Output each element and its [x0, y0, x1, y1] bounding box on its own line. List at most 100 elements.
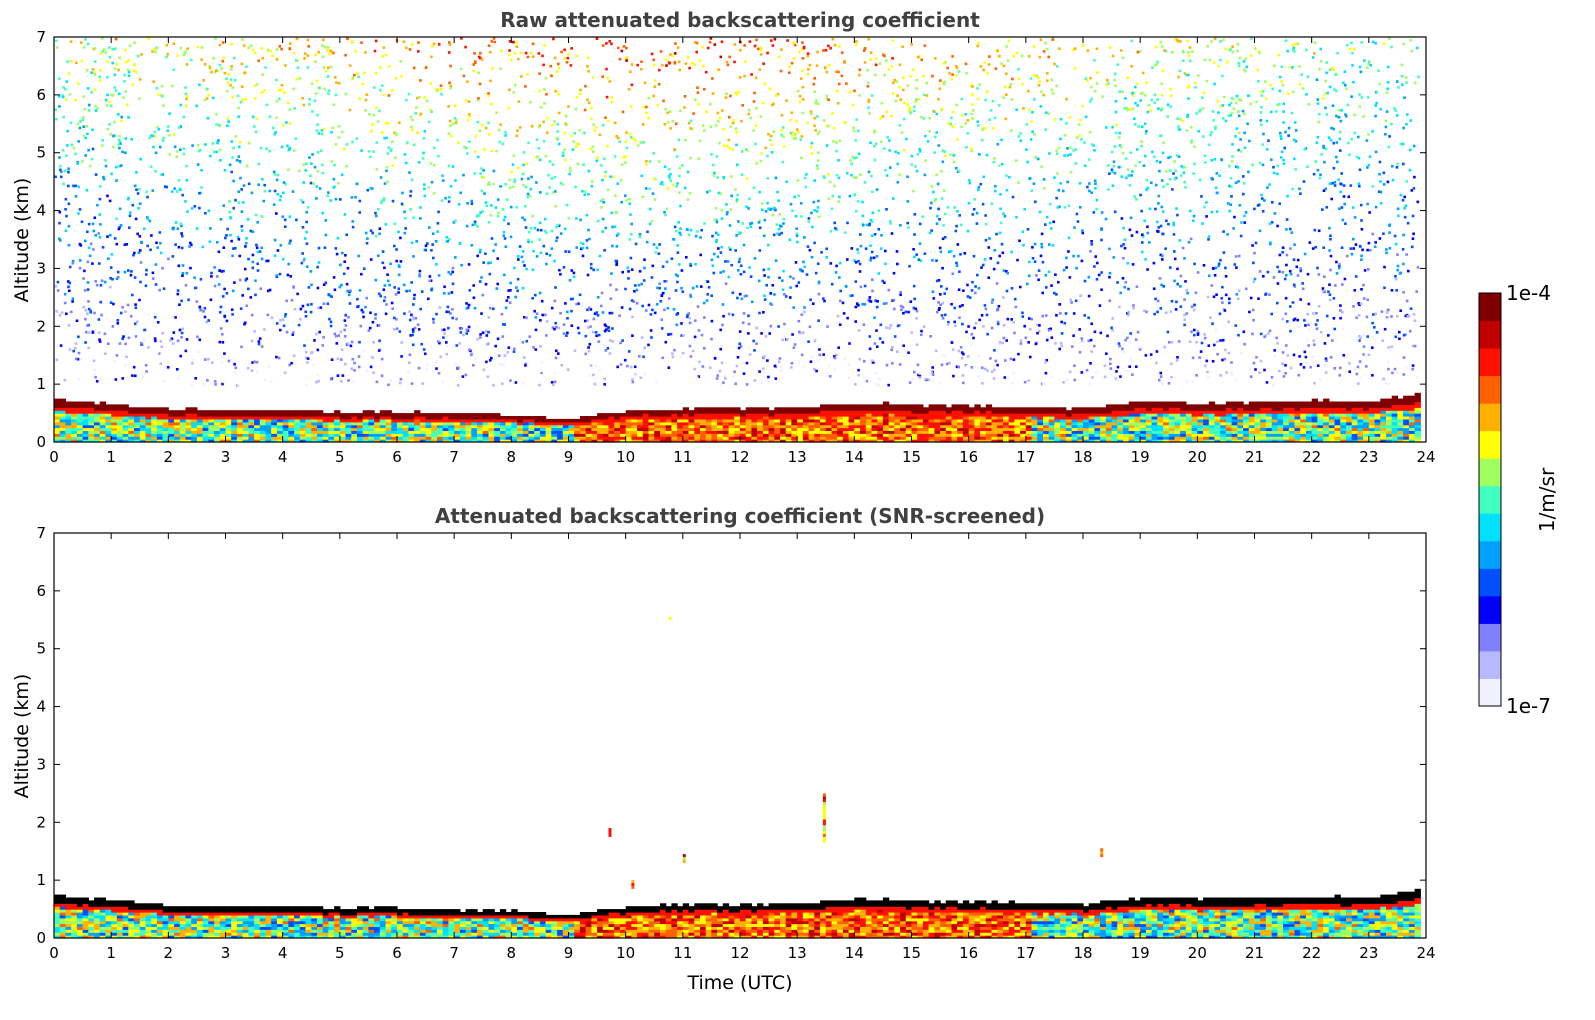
heatmap-cell — [802, 436, 810, 440]
heatmap-cell — [328, 436, 335, 440]
heatmap-cell — [90, 71, 93, 74]
heatmap-cell — [379, 427, 387, 431]
heatmap-cell — [117, 68, 120, 72]
heatmap-cell — [837, 404, 844, 408]
heatmap-cell — [145, 430, 152, 434]
heatmap-cell — [1157, 427, 1164, 431]
heatmap-cell — [294, 424, 301, 429]
heatmap-cell — [602, 413, 610, 417]
heatmap-cell — [1176, 282, 1179, 286]
heatmap-cell — [379, 88, 382, 92]
heatmap-cell — [503, 237, 507, 240]
heatmap-cell — [410, 241, 414, 244]
heatmap-cell — [195, 300, 199, 303]
heatmap-cell — [1346, 433, 1353, 437]
heatmap-cell — [1300, 404, 1307, 408]
heatmap-cell — [737, 90, 740, 94]
heatmap-cell — [1159, 224, 1163, 228]
heatmap-cell — [715, 377, 719, 380]
heatmap-cell — [459, 433, 467, 437]
heatmap-cell — [317, 413, 324, 417]
heatmap-cell — [898, 85, 901, 89]
heatmap-cell — [951, 413, 958, 417]
heatmap-cell — [236, 427, 244, 431]
heatmap-cell — [1348, 153, 1351, 156]
heatmap-cell — [997, 427, 1004, 431]
heatmap-cell — [729, 94, 732, 98]
heatmap-cell — [465, 430, 472, 434]
heatmap-cell — [553, 299, 557, 303]
heatmap-cell — [1225, 407, 1233, 411]
heatmap-cell — [1117, 430, 1124, 434]
heatmap-cell — [116, 410, 124, 414]
heatmap-cell — [1306, 407, 1313, 411]
heatmap-cell — [608, 418, 615, 423]
heatmap-cell — [225, 430, 232, 434]
heatmap-cell — [871, 404, 878, 408]
heatmap-cell — [159, 241, 162, 245]
heatmap-cell — [1265, 381, 1269, 384]
heatmap-cell — [1025, 410, 1033, 414]
heatmap-cell — [820, 433, 827, 437]
heatmap-cell — [625, 433, 632, 437]
heatmap-cell — [1060, 439, 1067, 443]
heatmap-cell — [1185, 421, 1193, 426]
heatmap-cell — [1208, 413, 1216, 417]
heatmap-cell — [357, 413, 364, 417]
heatmap-cell — [1235, 101, 1238, 105]
heatmap-cell — [630, 63, 634, 66]
heatmap-cell — [1311, 439, 1318, 443]
heatmap-cell — [762, 427, 770, 431]
heatmap-cell — [1397, 430, 1404, 434]
heatmap-cell — [1386, 308, 1390, 312]
heatmap-cell — [934, 135, 937, 139]
heatmap-cell — [825, 416, 832, 420]
heatmap-cell — [1320, 153, 1323, 156]
heatmap-cell — [596, 296, 600, 299]
heatmap-cell — [1077, 427, 1084, 431]
heatmap-cell — [365, 369, 368, 372]
heatmap-cell — [953, 320, 956, 324]
heatmap-cell — [1317, 404, 1324, 408]
heatmap-cell — [357, 418, 364, 423]
heatmap-cell — [72, 184, 75, 188]
heatmap-cell — [1203, 427, 1210, 431]
heatmap-cell — [1243, 69, 1247, 73]
heatmap-cell — [854, 407, 861, 411]
heatmap-cell — [1363, 439, 1370, 443]
heatmap-cell — [1057, 146, 1061, 150]
heatmap-cell — [820, 407, 827, 411]
heatmap-cell — [597, 427, 604, 431]
heatmap-cell — [589, 266, 593, 270]
heatmap-cell — [485, 360, 488, 364]
heatmap-cell — [1264, 97, 1268, 100]
heatmap-cell — [1080, 339, 1084, 343]
heatmap-cell — [608, 413, 615, 417]
heatmap-cell — [1180, 410, 1187, 414]
heatmap-cell — [59, 407, 66, 411]
heatmap-cell — [271, 410, 278, 414]
heatmap-cell — [648, 410, 655, 414]
heatmap-cell — [1077, 424, 1084, 429]
heatmap-cell — [442, 427, 449, 431]
heatmap-cell — [99, 284, 103, 287]
heatmap-cell — [1185, 413, 1193, 417]
heatmap-cell — [467, 115, 471, 118]
heatmap-cell — [928, 430, 935, 434]
heatmap-cell — [597, 424, 604, 429]
heatmap-cell — [774, 418, 781, 423]
heatmap-cell — [425, 418, 432, 423]
heatmap-cell — [1357, 433, 1364, 437]
heatmap-cell — [391, 427, 398, 431]
heatmap-cell — [1225, 410, 1233, 414]
heatmap-cell — [1323, 418, 1330, 423]
heatmap-cell — [1185, 418, 1193, 423]
heatmap-cell — [719, 55, 723, 59]
heatmap-cell — [119, 142, 122, 145]
heatmap-cell — [818, 353, 822, 357]
heatmap-cell — [63, 292, 67, 296]
heatmap-cell — [275, 58, 279, 61]
heatmap-cell — [774, 413, 781, 417]
heatmap-cell — [808, 413, 815, 417]
heatmap-cell — [814, 416, 821, 420]
